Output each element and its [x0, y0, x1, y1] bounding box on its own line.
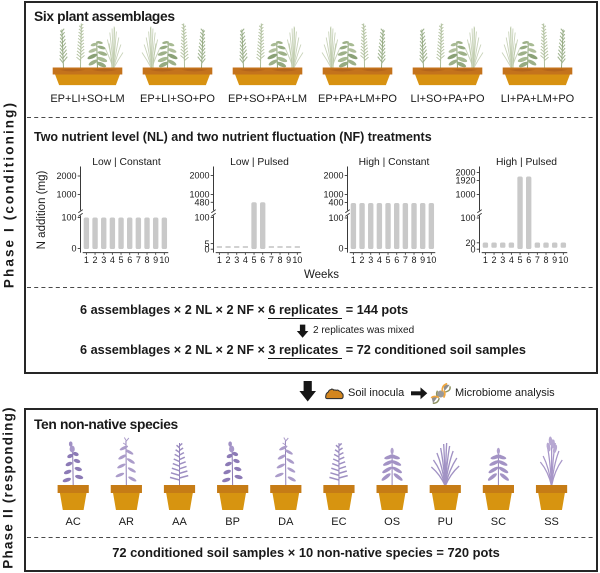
- svg-text:8: 8: [544, 255, 549, 265]
- svg-text:0: 0: [204, 244, 209, 254]
- svg-text:7: 7: [269, 255, 274, 265]
- svg-text:8: 8: [145, 255, 150, 265]
- svg-text:5: 5: [518, 255, 523, 265]
- svg-text:3: 3: [500, 255, 505, 265]
- svg-text:1: 1: [483, 255, 488, 265]
- svg-text:1920: 1920: [455, 176, 475, 186]
- svg-text:8: 8: [278, 255, 283, 265]
- svg-text:2: 2: [360, 255, 365, 265]
- svg-text:5: 5: [252, 255, 257, 265]
- svg-text:100: 100: [460, 213, 475, 223]
- svg-text:0: 0: [71, 244, 76, 254]
- svg-text:Low | Pulsed: Low | Pulsed: [230, 157, 289, 168]
- svg-text:100: 100: [61, 213, 76, 223]
- svg-text:1: 1: [84, 255, 89, 265]
- svg-text:480: 480: [194, 198, 209, 208]
- svg-text:6: 6: [127, 255, 132, 265]
- svg-text:9: 9: [153, 255, 158, 265]
- svg-text:2000: 2000: [323, 171, 343, 181]
- svg-text:1000: 1000: [323, 190, 343, 200]
- svg-text:4: 4: [243, 255, 248, 265]
- svg-text:1000: 1000: [189, 190, 209, 200]
- svg-text:5: 5: [204, 239, 209, 249]
- svg-text:8: 8: [412, 255, 417, 265]
- svg-text:1: 1: [217, 255, 222, 265]
- svg-text:4: 4: [509, 255, 514, 265]
- svg-text:100: 100: [194, 213, 209, 223]
- svg-text:0: 0: [338, 244, 343, 254]
- svg-text:10: 10: [159, 255, 169, 265]
- svg-text:10: 10: [558, 255, 568, 265]
- svg-text:10: 10: [292, 255, 302, 265]
- svg-text:400: 400: [328, 198, 343, 208]
- svg-text:10: 10: [426, 255, 436, 265]
- svg-text:5: 5: [119, 255, 124, 265]
- svg-text:6: 6: [394, 255, 399, 265]
- svg-text:3: 3: [101, 255, 106, 265]
- svg-text:3: 3: [368, 255, 373, 265]
- svg-text:6: 6: [526, 255, 531, 265]
- svg-text:9: 9: [552, 255, 557, 265]
- svg-text:9: 9: [286, 255, 291, 265]
- svg-text:3: 3: [234, 255, 239, 265]
- svg-text:7: 7: [403, 255, 408, 265]
- svg-text:1: 1: [351, 255, 356, 265]
- svg-text:2000: 2000: [189, 171, 209, 181]
- svg-text:2000: 2000: [56, 171, 76, 181]
- svg-text:1000: 1000: [56, 190, 76, 200]
- svg-text:20: 20: [465, 238, 475, 248]
- svg-text:7: 7: [535, 255, 540, 265]
- svg-text:4: 4: [377, 255, 382, 265]
- svg-text:9: 9: [420, 255, 425, 265]
- svg-text:7: 7: [136, 255, 141, 265]
- svg-text:2000: 2000: [455, 168, 475, 178]
- svg-text:4: 4: [110, 255, 115, 265]
- svg-text:2: 2: [226, 255, 231, 265]
- svg-text:Low | Constant: Low | Constant: [92, 157, 161, 168]
- svg-text:High | Pulsed: High | Pulsed: [496, 157, 557, 168]
- svg-text:0: 0: [470, 244, 475, 254]
- svg-text:100: 100: [328, 213, 343, 223]
- svg-text:6: 6: [260, 255, 265, 265]
- svg-text:2: 2: [93, 255, 98, 265]
- svg-text:High | Constant: High | Constant: [359, 157, 430, 168]
- svg-text:1000: 1000: [455, 190, 475, 200]
- svg-text:5: 5: [386, 255, 391, 265]
- svg-text:2: 2: [492, 255, 497, 265]
